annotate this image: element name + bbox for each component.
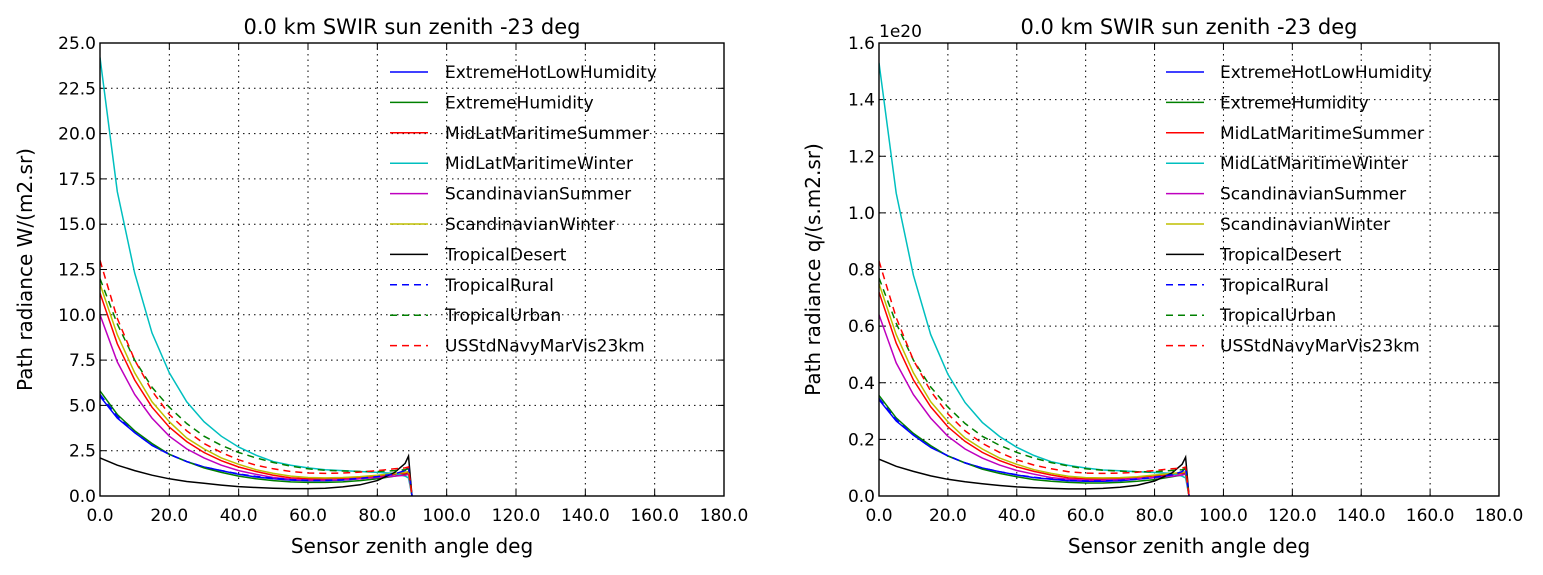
y-tick-label: 7.5: [69, 351, 96, 371]
x-tick-label: 120.0: [492, 506, 541, 526]
x-tick-label: 140.0: [561, 506, 610, 526]
legend-label: ExtremeHotLowHumidity: [445, 63, 657, 83]
legend-label: USStdNavyMarVis23km: [1220, 337, 1420, 357]
legend-label: USStdNavyMarVis23km: [445, 337, 645, 357]
y-axis-label: Path radiance q/(s.m2.sr): [801, 143, 825, 396]
legend-label: ScandinavianWinter: [1220, 215, 1390, 235]
chart-title: 0.0 km SWIR sun zenith -23 deg: [1020, 15, 1357, 39]
x-tick-label: 100.0: [1199, 506, 1248, 526]
grid: [879, 43, 1499, 496]
x-tick-label: 140.0: [1337, 506, 1386, 526]
series-line: [100, 390, 413, 496]
x-tick-label: 160.0: [1406, 506, 1455, 526]
series-line: [879, 62, 1190, 496]
series-line: [879, 314, 1190, 496]
series-line: [100, 314, 413, 496]
y-tick-label: 5.0: [69, 396, 96, 416]
y-tick-label: 22.5: [58, 79, 96, 99]
legend-label: ExtremeHotLowHumidity: [1220, 63, 1432, 83]
x-tick-label: 180.0: [1475, 506, 1524, 526]
series-group: [100, 57, 413, 496]
x-tick-label: 0.0: [86, 506, 113, 526]
y-tick-label: 0.4: [848, 374, 875, 394]
legend: ExtremeHotLowHumidity ExtremeHumidity MidL…: [390, 63, 657, 357]
legend-label: TropicalDesert: [1219, 245, 1342, 265]
y-tick-label: 0.0: [69, 487, 96, 507]
y-tick-label: 12.5: [58, 261, 96, 281]
x-tick-label: 60.0: [289, 506, 327, 526]
x-tick-label: 80.0: [358, 506, 396, 526]
series-line: [879, 260, 1190, 496]
legend-label: TropicalRural: [444, 276, 554, 296]
legend-label: MidLatMaritimeSummer: [445, 124, 649, 144]
x-tick-label: 40.0: [998, 506, 1036, 526]
y-tick-label: 1.4: [848, 91, 875, 111]
x-tick-label: 120.0: [1268, 506, 1317, 526]
series-line: [100, 283, 413, 496]
series-line: [100, 57, 413, 496]
series-line: [879, 399, 1190, 496]
x-tick-label: 160.0: [630, 506, 679, 526]
y-tick-label: 15.0: [58, 215, 96, 235]
legend-label: ExtremeHumidity: [1220, 93, 1369, 113]
plot-frame: [878, 42, 1500, 497]
series-line: [879, 283, 1190, 496]
y-tick-label: 25.0: [58, 34, 96, 54]
y-tick-label: 2.5: [69, 442, 96, 462]
y-tick-label: 20.0: [58, 125, 96, 145]
legend: ExtremeHotLowHumidity ExtremeHumidity MidL…: [1166, 63, 1432, 357]
chart-title: 0.0 km SWIR sun zenith -23 deg: [243, 15, 580, 39]
plot-frame: [99, 42, 725, 497]
y-tick-label: 17.5: [58, 170, 96, 190]
x-tick-label: 100.0: [422, 506, 471, 526]
x-axis-label: Sensor zenith angle deg: [291, 534, 533, 558]
y-tick-label: 0.0: [848, 487, 875, 507]
y-tick-label: 0.8: [848, 261, 875, 281]
series-group: [879, 62, 1190, 496]
legend-label: ScandinavianSummer: [1220, 185, 1406, 205]
y-tick-label: 0.2: [848, 430, 875, 450]
series-line: [100, 394, 413, 496]
series-line: [879, 291, 1190, 496]
series-line: [100, 260, 413, 496]
y-tick-label: 1.0: [848, 204, 875, 224]
x-tick-label: 180.0: [700, 506, 749, 526]
y-exponent-label: 1e20: [879, 22, 922, 42]
legend-label: TropicalUrban: [444, 306, 561, 326]
x-tick-label: 20.0: [929, 506, 967, 526]
series-line: [879, 397, 1190, 496]
x-axis-label: Sensor zenith angle deg: [1068, 534, 1310, 558]
x-tick-label: 40.0: [220, 506, 258, 526]
series-line: [100, 292, 413, 496]
x-tick-label: 80.0: [1136, 506, 1174, 526]
series-line: [879, 277, 1190, 496]
x-tick-label: 20.0: [150, 506, 188, 526]
legend-label: ExtremeHumidity: [445, 93, 594, 113]
legend-label: MidLatMaritimeWinter: [445, 154, 633, 174]
legend-label: ScandinavianWinter: [445, 215, 615, 235]
y-tick-label: 1.2: [848, 147, 875, 167]
legend-label: TropicalRural: [1219, 276, 1329, 296]
legend-label: MidLatMaritimeWinter: [1220, 154, 1408, 174]
chart-2: 0.0 20.0 40.0 60.0 80.0 100.0 120.0 140.0 160.0 1…: [801, 15, 1523, 558]
series-line: [100, 278, 413, 496]
legend-label: MidLatMaritimeSummer: [1220, 124, 1424, 144]
chart-1: 0.0 20.0 40.0 60.0 80.0 100.0 120.0 140.0 160.0 1…: [13, 15, 748, 558]
legend-label: TropicalDesert: [444, 245, 567, 265]
legend-label: TropicalUrban: [1219, 306, 1336, 326]
series-line: [879, 395, 1190, 496]
y-tick-label: 0.6: [848, 317, 875, 337]
x-tick-label: 0.0: [865, 506, 892, 526]
grid: [100, 43, 724, 496]
legend-label: ScandinavianSummer: [445, 185, 631, 205]
x-tick-label: 60.0: [1067, 506, 1105, 526]
y-axis-label: Path radiance W/(m2.sr): [13, 148, 37, 391]
y-tick-label: 10.0: [58, 306, 96, 326]
y-tick-label: 1.6: [848, 34, 875, 54]
